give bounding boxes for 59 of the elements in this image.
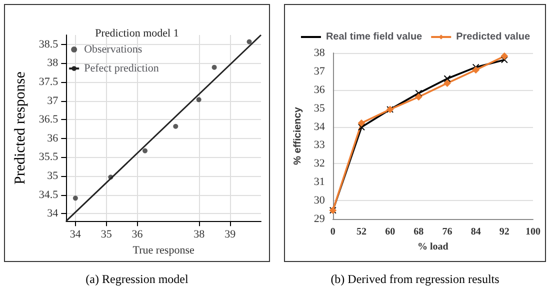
x-tick-label: 84 (470, 226, 481, 238)
legend-label: Observations (84, 44, 142, 56)
point (142, 148, 148, 154)
legend-label: Predicted value (456, 32, 530, 42)
x-tick-label: 60 (385, 226, 396, 238)
y-tick-label: 31 (314, 176, 325, 188)
point (173, 124, 178, 129)
y-tick-label: 38 (314, 47, 326, 59)
x-tick-label: 39 (224, 228, 236, 241)
x-tick-label: 35 (100, 228, 112, 241)
point (444, 80, 451, 87)
y-axis-title: % efficiency (292, 106, 304, 165)
point (415, 93, 422, 100)
y-tick-label: 35.5 (38, 151, 59, 164)
x-tick-label: 34 (70, 228, 82, 241)
y-tick-label: 35 (47, 170, 59, 182)
point (72, 196, 78, 201)
x-tick-label: 76 (442, 226, 452, 238)
x-tick-label: 36 (132, 228, 144, 241)
x-tick-label: 68 (414, 226, 424, 238)
point (358, 124, 365, 131)
y-tick-label: 32 (314, 158, 325, 170)
y-tick-label: 34 (314, 120, 326, 133)
x-tick-label: 92 (499, 226, 510, 238)
point (500, 52, 508, 60)
x-axis-title: % load (418, 241, 449, 252)
point (358, 120, 365, 127)
point (196, 97, 202, 102)
legend-label: Pefect prediction (84, 62, 160, 74)
y-tick-label: 35 (314, 102, 326, 114)
y-tick-label: 33 (314, 139, 326, 152)
y-tick-label: 29 (314, 213, 326, 225)
x-tick-label: 38 (194, 228, 206, 241)
point (500, 56, 508, 64)
y-tick-label: 36 (314, 84, 326, 96)
y-tick-label: 34 (47, 208, 59, 220)
point (444, 75, 451, 82)
y-tick-label: 38 (47, 57, 59, 70)
point (246, 39, 252, 44)
x-axis-title: True response (132, 244, 194, 256)
x-tick-label: 100 (526, 226, 540, 238)
y-tick-label: 30 (314, 194, 326, 207)
y-tick-label: 34.5 (38, 188, 59, 201)
text: (b) Derived from regression results (330, 272, 500, 287)
point (415, 90, 422, 97)
y-tick-label: 36.5 (38, 114, 59, 126)
y-axis-title: Predicted response (12, 71, 28, 184)
legend-label: Real time field value (326, 32, 423, 42)
y-tick-label: 37 (47, 94, 59, 107)
x-tick-label: 0 (330, 226, 336, 238)
y-tick-label: 37.5 (38, 76, 59, 88)
x-tick-label: 52 (356, 226, 366, 238)
y-tick-label: 38.5 (38, 38, 59, 50)
point (472, 66, 480, 74)
chart-title: Prediction model 1 (95, 28, 179, 40)
y-tick-label: 37 (314, 65, 326, 78)
y-tick-label: 36 (47, 132, 59, 144)
text: (a) Regression model (84, 272, 190, 287)
point (212, 64, 217, 70)
